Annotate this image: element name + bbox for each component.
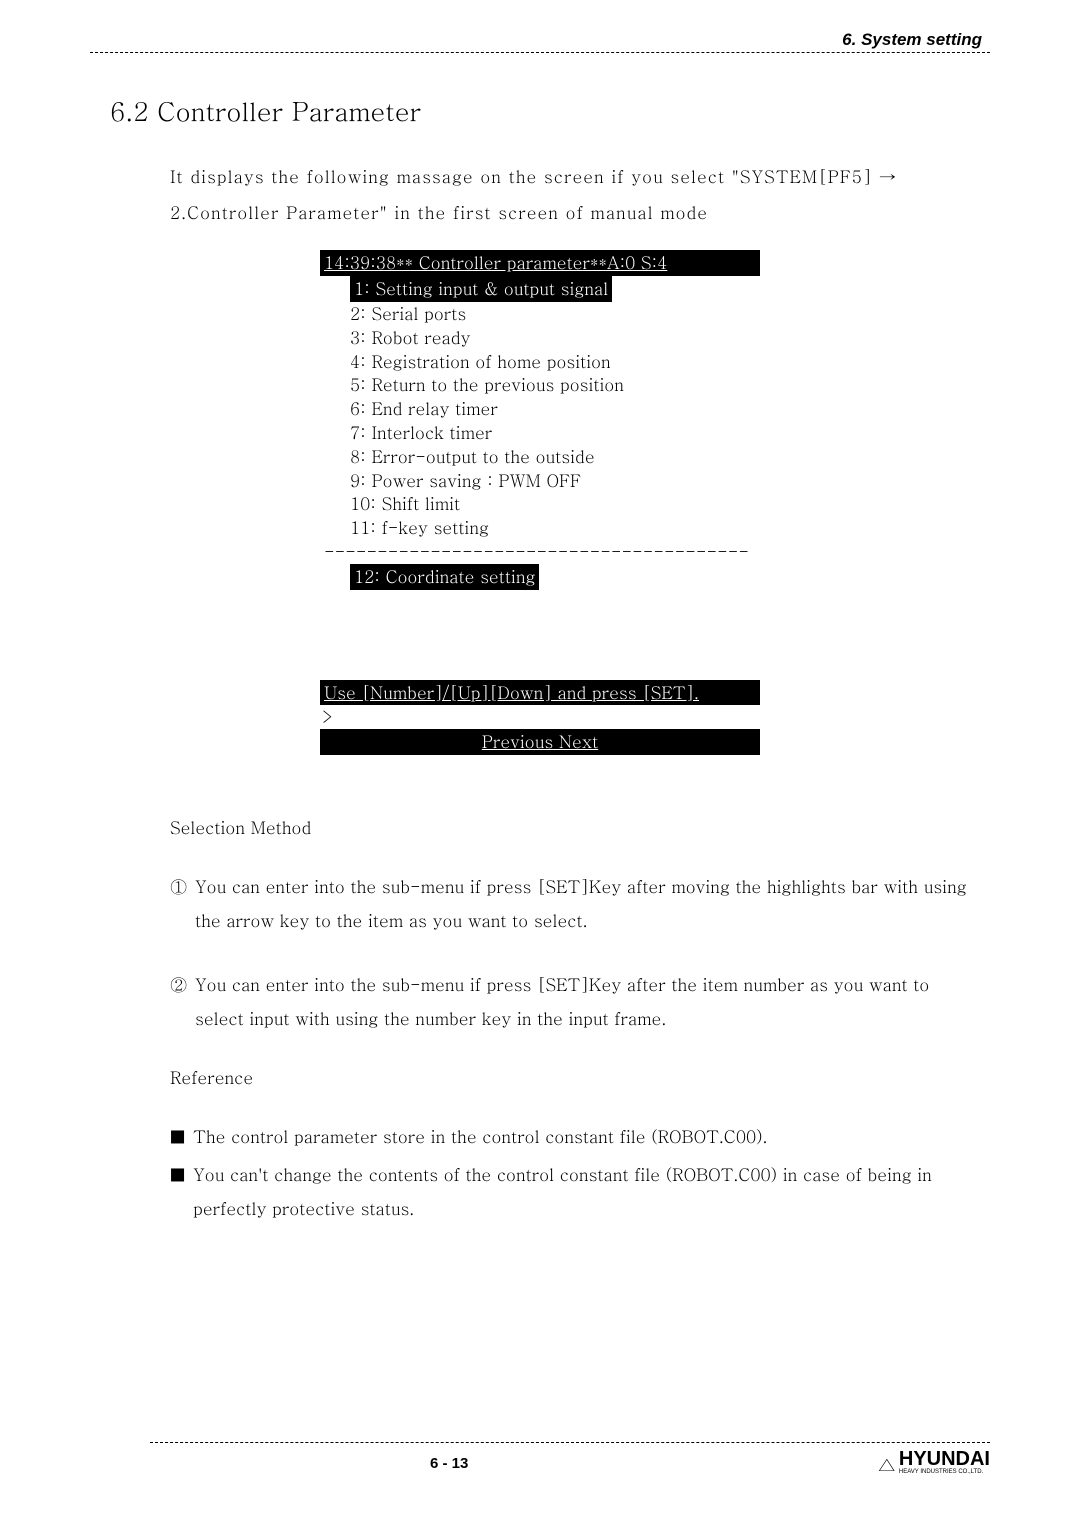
menu-item: 8: Error-output to the outside	[320, 445, 760, 469]
menu-item: 6: End relay timer	[320, 397, 760, 421]
nav-line: Previous Next	[320, 729, 760, 755]
intro-paragraph: It displays the following massage on the…	[170, 159, 970, 230]
logo-sub: HEAVY INDUSTRIES CO.,LTD.	[899, 1469, 990, 1475]
main-content: 6.2 Controller Parameter It displays the…	[0, 53, 1080, 1225]
logo-main: HYUNDAI	[899, 1449, 990, 1469]
reference-item: ■You can't change the contents of the co…	[170, 1157, 970, 1225]
section-title: 6.2 Controller Parameter	[110, 93, 970, 129]
screen-header: 14:39:38** Controller parameter**A:0 S:4	[320, 250, 760, 276]
page-footer: 6 - 13 △ HYUNDAI HEAVY INDUSTRIES CO.,LT…	[150, 1442, 990, 1478]
reference-title: Reference	[170, 1065, 970, 1089]
page-header: 6. System setting	[0, 0, 1080, 53]
menu-item: 1: Setting input & output signal	[320, 276, 760, 302]
reference-list: ■The control parameter store in the cont…	[110, 1119, 970, 1225]
footer-content: 6 - 13 △ HYUNDAI HEAVY INDUSTRIES CO.,LT…	[150, 1449, 990, 1478]
menu-list-after: 12: Coordinate setting	[320, 564, 760, 590]
menu-divider: ----------------------------------------	[320, 540, 760, 564]
menu-item: 9: Power saving : PWM OFF	[320, 469, 760, 493]
logo-text-block: HYUNDAI HEAVY INDUSTRIES CO.,LTD.	[899, 1449, 990, 1475]
menu-item: 12: Coordinate setting	[320, 564, 760, 590]
reference-item: ■The control parameter store in the cont…	[170, 1119, 970, 1153]
screen-footer-instruction: Use [Number]/[Up][Down] and press [SET].	[320, 680, 760, 706]
page-number: 6 - 13	[430, 1455, 468, 1472]
menu-item: 4: Registration of home position	[320, 350, 760, 374]
terminal-screen: 14:39:38** Controller parameter**A:0 S:4…	[320, 250, 760, 755]
footer-divider	[150, 1442, 990, 1443]
selection-list: ①You can enter into the sub-menu if pres…	[110, 869, 970, 1035]
menu-list: 1: Setting input & output signal2: Seria…	[320, 276, 760, 540]
menu-item: 5: Return to the previous position	[320, 373, 760, 397]
menu-item: 7: Interlock timer	[320, 421, 760, 445]
header-title: 6. System setting	[90, 30, 990, 50]
menu-item: 2: Serial ports	[320, 302, 760, 326]
menu-item: 11: f-key setting	[320, 516, 760, 540]
logo-triangle-icon: △	[877, 1449, 897, 1478]
menu-item: 10: Shift limit	[320, 492, 760, 516]
hyundai-logo: △ HYUNDAI HEAVY INDUSTRIES CO.,LTD.	[877, 1449, 990, 1478]
prompt: >	[320, 705, 760, 729]
menu-item: 3: Robot ready	[320, 326, 760, 350]
selection-item: ①You can enter into the sub-menu if pres…	[170, 869, 970, 937]
selection-method-title: Selection Method	[170, 815, 970, 839]
nav-text: Previous Next	[482, 729, 598, 753]
selection-item: ②You can enter into the sub-menu if pres…	[170, 967, 970, 1035]
